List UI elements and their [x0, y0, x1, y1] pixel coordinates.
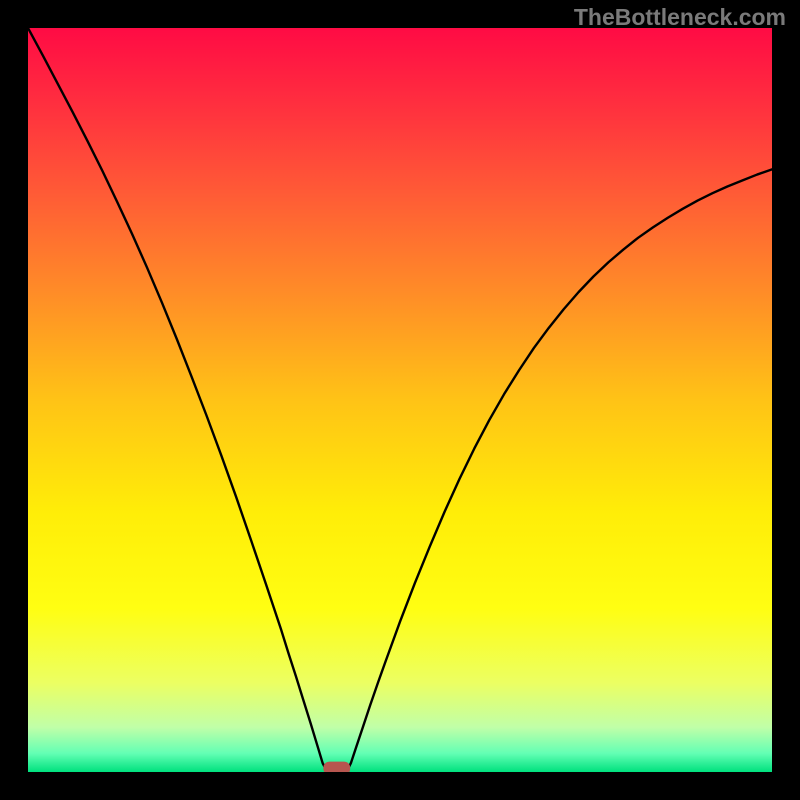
optimal-point-marker [323, 762, 350, 772]
chart-container: TheBottleneck.com [0, 0, 800, 800]
chart-background [28, 28, 772, 772]
chart-svg [28, 28, 772, 772]
plot-area [28, 28, 772, 772]
watermark-text: TheBottleneck.com [574, 4, 786, 31]
